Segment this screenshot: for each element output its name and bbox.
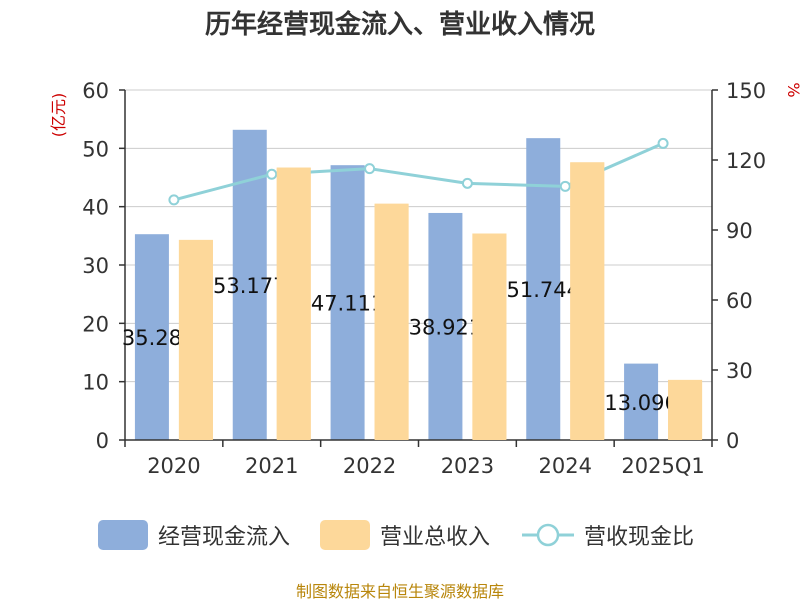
y2tick-label-120: 120 (726, 149, 766, 173)
ytick-label-60: 60 (82, 79, 109, 103)
line-point-2023 (461, 177, 473, 189)
y2-axis-title: % (784, 82, 800, 97)
line-point-2025Q1 (657, 137, 669, 149)
ytick-label-50: 50 (82, 137, 109, 161)
data-label-2025Q1: 13.096 (604, 391, 677, 415)
line-point-2022 (364, 163, 376, 175)
bar-overlay-revenue-2025Q1 (668, 379, 703, 440)
legend-label-ratio: 营收现金比 (584, 525, 695, 550)
legend-label-cash-inflow: 经营现金流入 (158, 525, 291, 550)
data-label-2021: 53.177 (213, 274, 286, 298)
bar-overlay-revenue-2021 (276, 167, 311, 441)
bar-series0-2020 (134, 234, 169, 440)
line-point-2020 (168, 194, 180, 206)
legend-swatch-revenue (320, 520, 370, 550)
ytick-label-10: 10 (82, 371, 109, 395)
bar-overlay-revenue-2020 (178, 239, 213, 440)
source-note: 制图数据来自恒生聚源数据库 (295, 582, 504, 601)
y-axis-title: (亿元) (49, 93, 68, 138)
bar-overlay-revenue-2022 (374, 203, 409, 440)
xtick-label-2024: 2024 (539, 454, 592, 478)
line-point-2024 (559, 180, 571, 192)
ytick-label-0: 0 (96, 429, 109, 453)
xtick-label-2021: 2021 (245, 454, 298, 478)
bar-series0-2023 (428, 212, 463, 440)
y2tick-label-60: 60 (726, 289, 753, 313)
legend-swatch-cash-inflow (98, 520, 148, 550)
legend-line-ratio (522, 523, 574, 547)
data-label-2024: 51.744 (507, 278, 580, 302)
line-point-2021 (266, 168, 278, 180)
xtick-label-2025Q1: 2025Q1 (621, 454, 704, 478)
data-label-2022: 47.111 (311, 292, 384, 316)
bar-series0-2025Q1 (624, 363, 659, 440)
bar-overlay-revenue-2024 (570, 162, 605, 441)
legend-item-cash-inflow[interactable]: 经营现金流入 (98, 515, 290, 555)
bar-series0-2024 (526, 138, 561, 440)
legend-item-revenue[interactable]: 营业总收入 (320, 515, 490, 555)
xtick-label-2020: 2020 (147, 454, 200, 478)
data-label-2023: 38.921 (409, 315, 482, 339)
bar-overlay-revenue-2023 (472, 233, 507, 440)
y2tick-label-0: 0 (726, 429, 739, 453)
ytick-label-20: 20 (82, 312, 109, 336)
bar-series0-2022 (330, 165, 365, 440)
y2tick-label-150: 150 (726, 79, 766, 103)
xtick-label-2022: 2022 (343, 454, 396, 478)
legend: 经营现金流入 营业总收入 营收现金比 (0, 515, 800, 555)
y2tick-label-90: 90 (726, 219, 753, 243)
data-label-2020: 35.28 (122, 326, 182, 350)
ytick-label-30: 30 (82, 254, 109, 278)
ytick-label-40: 40 (82, 196, 109, 220)
legend-label-revenue: 营业总收入 (380, 525, 491, 550)
chart-title: 历年经营现金流入、营业收入情况 (204, 10, 595, 40)
xtick-label-2023: 2023 (441, 454, 494, 478)
y2tick-label-30: 30 (726, 359, 753, 383)
legend-item-ratio[interactable]: 营收现金比 (522, 515, 694, 555)
